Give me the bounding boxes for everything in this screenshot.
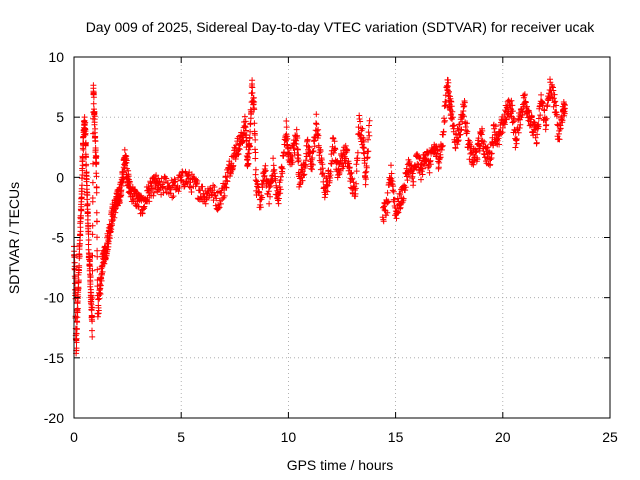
y-tick-label: -10 [44,290,64,306]
x-tick-label: 20 [495,429,511,445]
y-tick-label: -20 [44,410,64,426]
y-tick-label: 0 [56,169,64,185]
y-tick-label: 10 [48,49,64,65]
x-tick-label: 0 [70,429,78,445]
series-markers [71,76,568,357]
x-tick-label: 15 [388,429,404,445]
x-tick-label: 25 [602,429,618,445]
axis-ticks: 0 5 10 15 20 25 -20 -15 -10 -5 0 5 10 [44,49,618,445]
y-tick-label: -5 [52,230,65,246]
y-tick-label: 5 [56,109,64,125]
x-tick-label: 10 [281,429,297,445]
data-points [71,76,568,357]
x-tick-label: 5 [177,429,185,445]
x-axis-label: GPS time / hours [287,457,394,473]
y-axis-label: SDTVAR / TECUs [6,182,22,294]
chart-title: Day 009 of 2025, Sidereal Day-to-day VTE… [86,19,596,35]
y-tick-label: -15 [44,350,64,366]
